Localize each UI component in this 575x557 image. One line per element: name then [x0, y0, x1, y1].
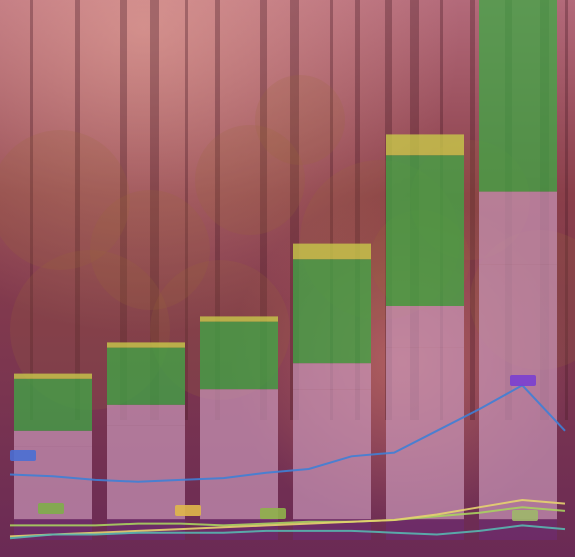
bar-segment-green	[14, 378, 92, 431]
bars-layer	[14, 0, 557, 540]
lines-layer	[9, 384, 566, 540]
series-tag	[512, 510, 538, 521]
tree-trunk	[75, 0, 80, 420]
bar-segment-base	[200, 389, 278, 410]
bar-segment-cap	[107, 342, 185, 348]
series-tag	[10, 450, 36, 461]
bar-segment-green	[107, 347, 185, 405]
foliage-blob	[0, 130, 130, 270]
bar-segment-cap	[293, 243, 371, 260]
series-tag-pill	[510, 375, 536, 386]
bar-segment-base	[14, 430, 92, 447]
series-tag-pill	[512, 510, 538, 521]
series-tag	[175, 505, 201, 516]
line-series-yellow	[9, 498, 566, 538]
bar-segment-base	[386, 306, 464, 348]
bar-segment-base	[479, 264, 557, 520]
bar-segment-base	[386, 347, 464, 520]
tree-trunk	[330, 0, 333, 420]
bar-segment-base	[107, 404, 185, 426]
bar-segment-green	[200, 321, 278, 390]
tree-trunk	[470, 0, 475, 420]
series-tag-pill	[38, 503, 64, 514]
bar-segment-green	[293, 259, 371, 364]
tags-layer	[10, 375, 538, 521]
line-series-blue	[9, 384, 566, 483]
line-series-teal	[9, 524, 566, 540]
tree-trunk	[215, 0, 220, 420]
series-tag	[38, 503, 64, 514]
tree-trunk	[260, 0, 267, 420]
line-series-lime	[10, 506, 566, 527]
bar-segment-base	[479, 191, 557, 265]
series-tag-pill	[260, 508, 286, 519]
foliage-blob	[255, 75, 345, 165]
bar-segment-bottom	[479, 519, 557, 540]
series-tag-pill	[175, 505, 201, 516]
tree-trunk	[120, 0, 127, 420]
bar-segment-bottom	[200, 519, 278, 540]
bar-segment-base	[200, 410, 278, 520]
series-tag	[510, 375, 536, 386]
tree-trunk	[150, 0, 159, 420]
bar-segment-base	[293, 363, 371, 390]
series-tag	[260, 508, 286, 519]
bar-segment-base	[293, 389, 371, 520]
tree-trunk	[565, 0, 568, 420]
bar-segment-cap	[386, 134, 464, 156]
bar-segment-green	[386, 155, 464, 306]
series-tag-pill	[10, 450, 36, 461]
tree-trunk	[355, 0, 360, 420]
bar-segment-cap	[14, 373, 92, 379]
tree-trunk	[30, 0, 33, 420]
foliage-blob	[90, 190, 210, 310]
bar-segment-base	[107, 425, 185, 520]
tree-trunk	[185, 0, 188, 420]
bar-segment-cap	[200, 316, 278, 322]
bar-segment-bottom	[386, 519, 464, 540]
bar-segment-green	[479, 0, 557, 192]
foliage-blob	[195, 125, 305, 235]
tree-trunk	[290, 0, 299, 420]
